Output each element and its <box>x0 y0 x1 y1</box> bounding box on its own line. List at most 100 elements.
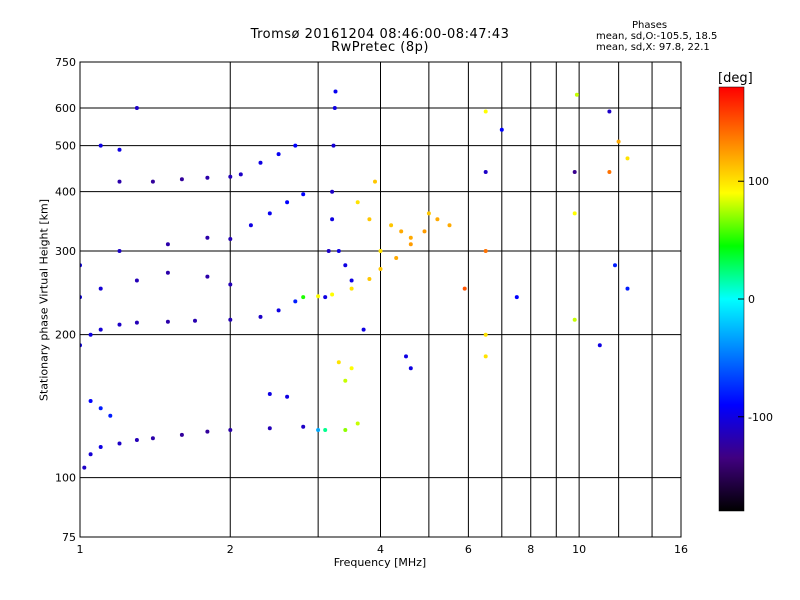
y-tick-label: 200 <box>55 329 76 342</box>
data-point <box>408 242 413 247</box>
y-tick-label: 600 <box>55 102 76 115</box>
colorbar-tick-label: 0 <box>748 293 755 306</box>
data-point <box>447 223 452 228</box>
plot-frame <box>79 61 682 538</box>
data-point <box>267 392 272 396</box>
data-point <box>150 436 155 441</box>
data-point <box>285 200 290 205</box>
data-point <box>572 170 577 174</box>
data-point <box>572 211 577 216</box>
y-tick-label: 300 <box>55 245 76 258</box>
data-point <box>258 160 263 165</box>
data-point <box>404 354 408 359</box>
data-point <box>205 175 210 180</box>
data-point <box>483 249 488 253</box>
y-tick-label: 500 <box>55 140 76 153</box>
data-point <box>134 106 139 110</box>
data-point <box>276 308 281 313</box>
colorbar-tick-label: -100 <box>748 411 773 424</box>
data-point <box>330 217 335 222</box>
data-point <box>228 174 233 179</box>
data-point <box>574 92 579 97</box>
data-point <box>88 452 93 457</box>
data-point <box>336 249 341 253</box>
data-point <box>373 179 377 184</box>
data-point <box>276 152 281 157</box>
data-point <box>301 295 306 300</box>
x-axis-label: Frequency [MHz] <box>333 556 427 569</box>
data-point <box>349 278 354 283</box>
data-point <box>435 217 440 222</box>
data-point <box>88 399 93 403</box>
data-point <box>326 249 331 253</box>
stats-x-mode: mean, sd,X: 97.8, 22.1 <box>596 42 710 53</box>
data-point <box>228 282 233 287</box>
data-point <box>408 235 413 240</box>
data-point <box>625 156 630 161</box>
data-point <box>323 428 328 432</box>
data-point <box>343 263 348 268</box>
data-point <box>301 192 306 197</box>
x-tick-label: 1 <box>77 543 84 556</box>
data-point <box>422 229 427 234</box>
data-point <box>238 172 243 177</box>
data-point <box>336 360 341 365</box>
data-point <box>301 424 306 429</box>
data-point <box>179 432 184 437</box>
data-point <box>426 211 431 216</box>
data-point <box>293 299 298 304</box>
data-point <box>483 170 488 174</box>
data-point <box>616 139 621 144</box>
y-tick-label: 75 <box>62 531 76 544</box>
data-point <box>205 274 210 279</box>
data-point <box>117 179 122 184</box>
data-point <box>165 242 170 247</box>
data-point <box>98 143 103 148</box>
data-point <box>349 366 354 371</box>
data-point <box>514 295 519 300</box>
data-point <box>117 441 122 446</box>
data-point <box>408 366 413 371</box>
y-tick-label: 100 <box>55 472 76 485</box>
chart-subtitle: RwPretec (8p) <box>331 40 429 55</box>
data-point <box>625 286 630 291</box>
data-point <box>330 189 335 194</box>
stats-heading: Phases <box>632 20 668 31</box>
data-point <box>117 249 122 253</box>
y-axis-label: Stationary phase Virtual Height [km] <box>37 198 51 402</box>
data-point <box>285 394 290 399</box>
data-point <box>134 320 139 325</box>
data-point <box>258 314 263 319</box>
data-point <box>228 317 233 322</box>
data-point <box>361 327 366 332</box>
data-point <box>88 332 93 337</box>
data-point <box>205 235 210 240</box>
data-point <box>613 263 617 268</box>
data-point <box>165 270 170 275</box>
data-point <box>367 277 372 281</box>
data-point <box>134 278 139 283</box>
data-point <box>117 147 122 152</box>
x-tick-label: 6 <box>465 543 472 556</box>
data-point <box>349 286 354 291</box>
data-point <box>98 327 103 332</box>
data-point <box>98 406 103 411</box>
data-point <box>572 317 577 322</box>
data-point <box>108 413 113 418</box>
chart-title: Tromsø 20161204 08:46:00-08:47:43 <box>250 27 510 42</box>
data-point <box>267 426 272 431</box>
stats-o-mode: mean, sd,O:-105.5, 18.5 <box>596 31 718 42</box>
data-point <box>607 109 612 114</box>
data-point <box>316 294 321 299</box>
data-point <box>82 465 87 470</box>
x-tick-label: 10 <box>572 543 586 556</box>
data-point <box>343 378 348 383</box>
y-tick-label: 750 <box>55 56 76 69</box>
data-point <box>394 256 399 260</box>
data-point <box>355 200 360 205</box>
y-tick-label: 400 <box>55 186 76 199</box>
data-point <box>378 249 383 253</box>
data-point <box>483 109 488 114</box>
data-point <box>248 223 253 228</box>
